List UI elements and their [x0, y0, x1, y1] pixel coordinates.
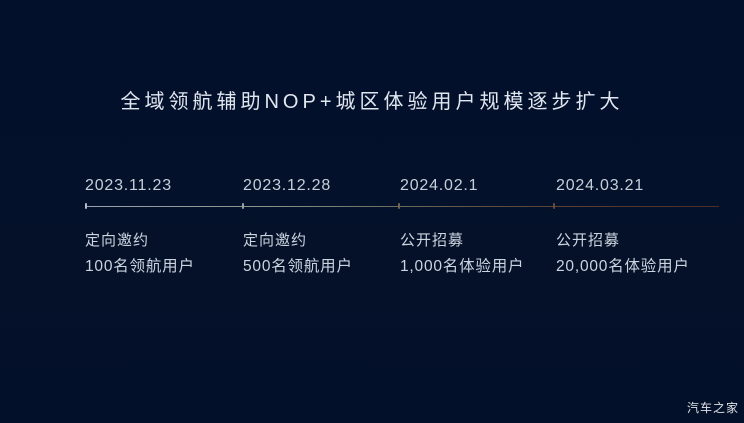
timeline-tick — [398, 203, 400, 209]
milestone-users: 500名领航用户 — [243, 258, 353, 275]
slide-title: 全域领航辅助NOP+城区体验用户规模逐步扩大 — [120, 91, 624, 113]
milestone-users: 1,000名体验用户 — [400, 258, 525, 275]
autohome-watermark: 汽车之家 — [686, 401, 739, 415]
milestone-date: 2023.12.28 — [243, 177, 332, 194]
milestone-users: 100名领航用户 — [85, 258, 195, 275]
milestone-method: 定向邀约 — [243, 232, 308, 249]
timeline-line — [85, 206, 719, 207]
timeline-tick — [242, 203, 244, 209]
milestone-date: 2023.11.23 — [85, 177, 172, 194]
milestone-method: 公开招募 — [400, 232, 465, 249]
milestone-users: 20,000名体验用户 — [556, 258, 690, 275]
milestone-method: 定向邀约 — [85, 232, 150, 249]
timeline-tick — [553, 203, 555, 209]
timeline-tick — [85, 203, 87, 209]
milestone-method: 公开招募 — [556, 232, 621, 249]
milestone-date: 2024.03.21 — [556, 177, 645, 194]
milestone-date: 2024.02.1 — [400, 177, 479, 194]
